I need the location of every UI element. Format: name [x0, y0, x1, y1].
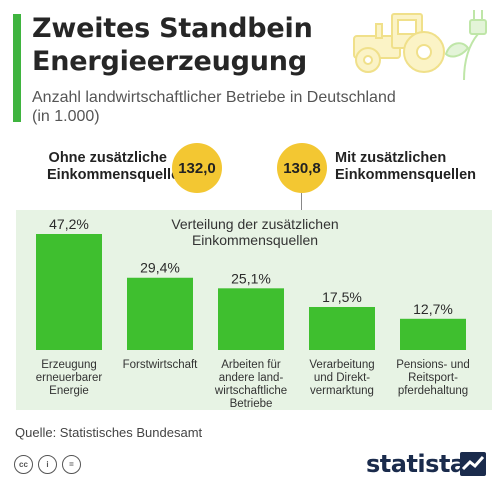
- cc-icon: cc: [14, 455, 33, 474]
- category-label-1-line-1: Erzeugung: [41, 359, 97, 371]
- attribution-icon: i: [38, 455, 57, 474]
- statista-logo-icon: [460, 452, 486, 476]
- category-label-3-line-2: andere land-: [219, 372, 284, 384]
- bar-value-label-1: 47,2%: [49, 216, 89, 232]
- total-with-label: Mit zusätzlichen Einkommensquellen: [335, 150, 495, 184]
- total-without-label-line-1: Ohne zusätzliche: [48, 150, 167, 166]
- bar-1: [36, 234, 102, 350]
- title-line-2: Energieerzeugung: [32, 46, 307, 77]
- category-label-5-line-2: Reitsport-: [408, 372, 458, 384]
- bar-value-label-4: 17,5%: [322, 289, 362, 305]
- no-derivatives-icon: =: [62, 455, 81, 474]
- total-with-label-line-2: Einkommensquellen: [335, 167, 477, 183]
- subtitle-line-1: Anzahl landwirtschaftlicher Betriebe in …: [32, 89, 396, 106]
- bar-3: [218, 288, 284, 350]
- total-with-connector: [301, 193, 302, 210]
- bar-value-label-3: 25,1%: [231, 270, 271, 286]
- category-label-1-line-2: erneuerbarer: [36, 372, 103, 384]
- total-without-value: 132,0: [172, 143, 222, 193]
- category-label-2-line-1: Forstwirtschaft: [123, 359, 199, 371]
- total-with-label-line-1: Mit zusätzlichen: [335, 150, 447, 166]
- bar-value-label-2: 29,4%: [140, 260, 180, 276]
- category-label-5-line-1: Pensions- und: [396, 359, 470, 371]
- title-line-1: Zweites Standbein: [32, 13, 313, 44]
- category-label-4-line-2: und Direkt-: [314, 372, 370, 384]
- source-note: Quelle: Statistisches Bundesamt: [15, 425, 203, 440]
- license-icons: cc i =: [14, 455, 81, 474]
- category-label-4-line-1: Verarbeitung: [309, 359, 374, 371]
- category-label-4-line-3: vermarktung: [310, 385, 374, 397]
- category-label-3-line-3: wirtschaftliche: [214, 385, 287, 397]
- total-without-label: Ohne zusätzliche Einkommensquellen: [47, 150, 189, 184]
- bar-5: [400, 318, 466, 350]
- title-accent-bar: [13, 14, 21, 122]
- bar-4: [309, 306, 375, 350]
- category-label-3-line-4: Betriebe: [230, 398, 273, 410]
- chart-title: Verteilung der zusätzlichen Einkommensqu…: [150, 216, 360, 248]
- page-title: Zweites Standbein Energieerzeugung: [32, 12, 352, 78]
- bar-2: [127, 277, 193, 350]
- total-with-value: 130,8: [277, 143, 327, 193]
- page-subtitle: Anzahl landwirtschaftlicher Betriebe in …: [32, 88, 452, 126]
- tractor-and-plug-icon: [353, 10, 487, 81]
- category-label-3-line-1: Arbeiten für: [221, 359, 281, 371]
- total-without-label-line-2: Einkommensquellen: [47, 167, 189, 183]
- chart-title-line-1: Verteilung der zusätzlichen: [171, 216, 339, 232]
- chart-title-line-2: Einkommensquellen: [191, 232, 319, 248]
- statista-logo-text: statista: [366, 450, 466, 478]
- category-label-1-line-3: Energie: [49, 385, 89, 397]
- category-label-5-line-3: pferdehaltung: [398, 385, 468, 397]
- subtitle-line-2: (in 1.000): [32, 108, 100, 125]
- bar-value-label-5: 12,7%: [413, 301, 453, 317]
